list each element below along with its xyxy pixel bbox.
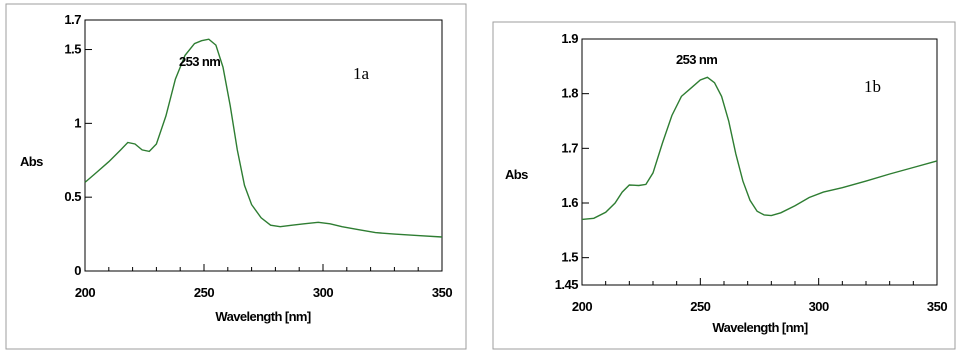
panel-1b: 1.451.51.61.71.81.9 200 250 300 350 253 nm … (492, 21, 956, 350)
series-line-1a (84, 38, 443, 238)
y-tick-label-1b: 1.8 (561, 86, 578, 101)
panel-1a: 0 0.5 1 1.5 1.7 200 250 300 350 253 nm 1a Abs W… (5, 3, 467, 350)
panel-label-1b: 1b (864, 77, 881, 96)
y-tick-label-1a: 1 (74, 115, 81, 130)
tick-marks-1a (84, 19, 443, 272)
y-tick-label-1b: 1.45 (555, 277, 579, 292)
x-tick-label-1b: 300 (809, 299, 829, 314)
y-tick-labels-1b: 1.45 1.5 1.6 1.7 1.8 1.9 (555, 31, 579, 292)
y-tick-labels-1a: 0 0.5 1 1.5 1.7 (64, 12, 81, 278)
panel-1b-border (492, 21, 956, 350)
plot-area-1a (84, 19, 443, 272)
x-axis-title-1b: Wavelength [nm] (712, 320, 808, 335)
x-tick-label-1a: 350 (432, 285, 452, 300)
series-line-1b (581, 76, 938, 221)
x-tick-label-1b: 250 (690, 299, 710, 314)
x-axis-title-1a: Wavelength [nm] (215, 309, 311, 324)
panel-1a-border (5, 3, 467, 350)
y-tick-label-1a: 1.7 (64, 12, 81, 27)
x-tick-label-1b: 200 (572, 299, 592, 314)
panel-label-1a: 1a (353, 64, 370, 83)
peak-annotation-1a: 253 nm (179, 54, 220, 69)
y-tick-label-1a: 0 (74, 263, 81, 278)
y-tick-label-1b: 1.5 (561, 250, 578, 265)
x-tick-label-1a: 250 (194, 285, 214, 300)
x-tick-label-1a: 300 (313, 285, 333, 300)
y-axis-title-1b: Abs (505, 167, 528, 182)
y-tick-label-1a: 1.5 (64, 42, 81, 57)
tick-marks-1b (581, 38, 938, 286)
y-tick-label-1b: 1.7 (561, 140, 578, 155)
plot-area-1b (581, 38, 938, 286)
x-tick-label-1b: 350 (927, 299, 947, 314)
y-tick-label-1b: 1.6 (561, 195, 578, 210)
y-tick-label-1a: 0.5 (64, 189, 81, 204)
x-tick-labels-1b: 200 250 300 350 (572, 299, 948, 314)
x-tick-labels-1a: 200 250 300 350 (75, 285, 453, 300)
peak-annotation-1b: 253 nm (676, 52, 717, 67)
x-tick-label-1a: 200 (75, 285, 95, 300)
y-axis-title-1a: Abs (20, 154, 43, 169)
y-tick-label-1b: 1.9 (561, 31, 578, 46)
